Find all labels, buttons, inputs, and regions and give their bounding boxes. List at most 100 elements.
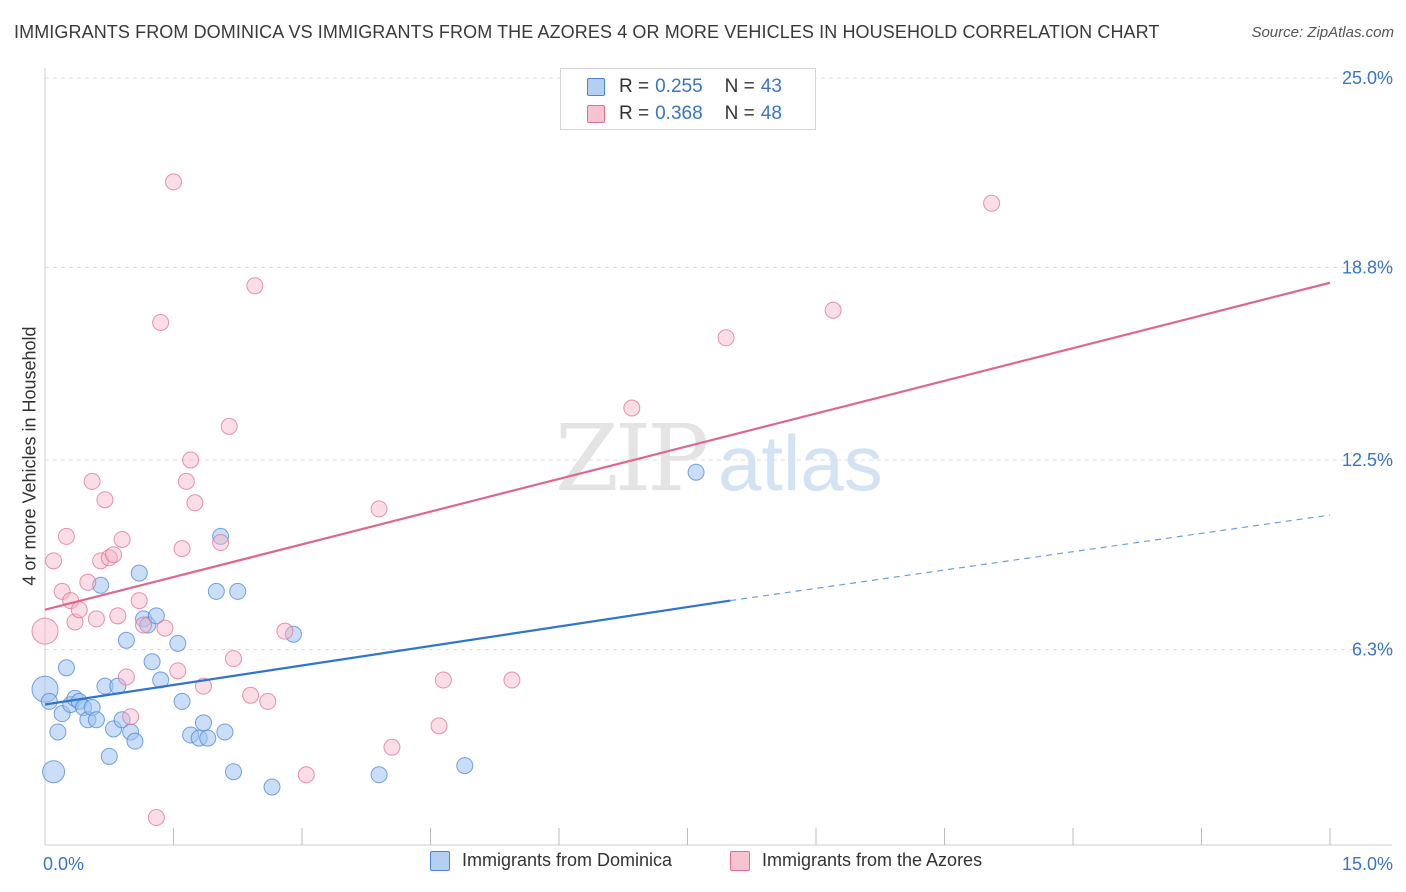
dominica-point	[212, 527, 230, 545]
n-label: N =	[724, 103, 755, 124]
azores-point	[165, 173, 182, 191]
dominica-legend-swatch	[430, 850, 450, 871]
azores-point	[122, 708, 140, 726]
dominica-point	[229, 582, 247, 600]
y-tick-label: 25.0%	[1342, 68, 1393, 88]
azores-point	[983, 194, 1001, 212]
azores-point	[105, 546, 123, 564]
dominica-swatch	[587, 78, 605, 96]
r-label: R =	[619, 76, 650, 97]
dominica-point	[194, 714, 212, 732]
dominica-point	[92, 576, 110, 594]
azores-point	[109, 607, 127, 625]
dominica-point	[216, 723, 234, 741]
dominica-r-value: 0.255	[655, 76, 703, 97]
watermark-atlas: atlas	[718, 419, 883, 507]
chart-title: IMMIGRANTS FROM DOMINICA VS IMMIGRANTS F…	[14, 22, 1160, 42]
azores-swatch	[587, 105, 605, 123]
azores-point	[130, 592, 148, 610]
azores-point	[717, 329, 735, 347]
azores-point	[503, 671, 521, 689]
dominica-trend-extension	[730, 514, 1331, 602]
azores-point	[212, 534, 230, 552]
azores-trend-line	[44, 281, 1331, 611]
dominica-point	[100, 747, 118, 765]
legend-item-azores[interactable]: Immigrants from the Azores	[730, 850, 982, 871]
azores-point	[45, 552, 63, 570]
axes	[44, 68, 1392, 846]
stats-legend-row-azores: R = 0.368 N = 48	[587, 102, 788, 126]
dominica-point	[687, 463, 705, 481]
azores-point	[135, 616, 153, 634]
azores-point	[156, 619, 174, 637]
dominica-legend-label: Immigrants from Dominica	[462, 850, 673, 870]
stats-legend: R = 0.255 N = 43 R = 0.368 N = 48	[560, 68, 816, 130]
n-label: N =	[724, 76, 755, 97]
dominica-point	[42, 760, 66, 784]
dominica-point	[40, 692, 58, 710]
dominica-point	[199, 729, 217, 747]
dominica-point	[456, 757, 474, 775]
azores-point	[152, 313, 170, 331]
dominica-point	[49, 723, 67, 741]
azores-point	[220, 417, 238, 435]
y-tick-label: 18.8%	[1342, 257, 1393, 277]
azores-r-value: 0.368	[655, 103, 703, 124]
azores-point	[113, 530, 131, 548]
stats-legend-row-dominica: R = 0.255 N = 43	[587, 75, 788, 99]
azores-point	[83, 472, 101, 490]
x-tick-label: 15.0%	[1342, 854, 1393, 874]
dominica-point	[173, 692, 191, 710]
dominica-point	[143, 653, 161, 671]
dominica-point	[130, 564, 148, 582]
dominica-trend-line	[44, 599, 731, 706]
gridlines	[45, 77, 1392, 650]
watermark: ZIP atlas	[555, 405, 883, 512]
azores-point	[370, 500, 388, 518]
azores-point	[173, 540, 191, 558]
azores-point	[87, 610, 105, 628]
azores-point	[623, 399, 641, 417]
azores-point	[177, 472, 195, 490]
azores-point	[824, 301, 842, 319]
y-tick-label: 12.5%	[1342, 450, 1393, 470]
dominica-point	[207, 582, 225, 600]
azores-point	[96, 491, 114, 509]
y-axis-label: 4 or more Vehicles in Household	[19, 326, 40, 586]
azores-point	[70, 601, 88, 619]
dominica-point	[224, 763, 242, 781]
azores-point	[246, 277, 264, 295]
dominica-point	[169, 634, 187, 652]
legend-item-dominica[interactable]: Immigrants from Dominica	[430, 850, 672, 871]
azores-point	[169, 662, 187, 680]
source-credit: Source: ZipAtlas.com	[1251, 24, 1394, 41]
azores-point	[79, 573, 97, 591]
azores-point	[182, 451, 200, 469]
azores-point	[297, 766, 315, 784]
dominica-point	[147, 607, 165, 625]
azores-point	[31, 617, 59, 645]
dominica-point	[87, 711, 105, 729]
azores-n-value: 48	[760, 103, 782, 124]
azores-legend-label: Immigrants from the Azores	[762, 850, 983, 870]
dominica-point	[126, 732, 144, 750]
azores-point	[53, 582, 71, 600]
azores-point	[383, 738, 401, 756]
r-label: R =	[619, 103, 650, 124]
dominica-point	[117, 631, 135, 649]
azores-point	[259, 692, 277, 710]
azores-point	[276, 622, 294, 640]
y-tick-label: 6.3%	[1352, 639, 1393, 659]
azores-point	[430, 717, 448, 735]
azores-legend-swatch	[730, 850, 750, 871]
azores-point	[242, 686, 260, 704]
dominica-point	[57, 659, 75, 677]
x-tick-label: 0.0%	[43, 854, 84, 874]
watermark-zip: ZIP	[555, 405, 706, 512]
azores-point	[186, 494, 204, 512]
dominica-n-value: 43	[760, 76, 782, 97]
azores-point	[57, 527, 75, 545]
dominica-point	[370, 766, 388, 784]
azores-point	[224, 650, 242, 668]
